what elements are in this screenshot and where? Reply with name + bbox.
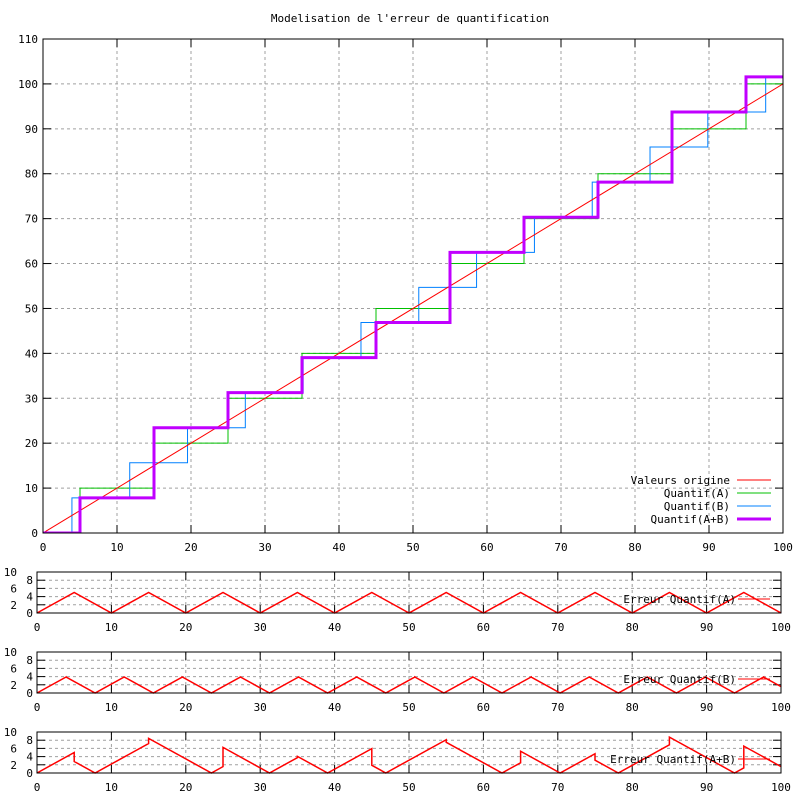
x-tick-label: 50: [402, 701, 415, 714]
plot-border: [36, 651, 782, 694]
y-tick-label: 8: [26, 574, 33, 587]
y-tick-label: 10: [4, 646, 17, 659]
series-quantif-a-b-: [43, 75, 783, 533]
legend-label: Erreur Quantif(A+B): [610, 753, 736, 766]
x-tick-label: 90: [700, 621, 713, 634]
x-tick-label: 90: [702, 541, 715, 554]
y-tick-label: 0: [31, 527, 38, 540]
x-tick-label: 70: [551, 781, 564, 794]
x-tick-label: 100: [771, 781, 791, 794]
y-tick-label: 10: [4, 566, 17, 579]
x-tick-label: 30: [254, 621, 267, 634]
x-tick-label: 70: [554, 541, 567, 554]
x-tick-label: 100: [773, 541, 793, 554]
x-tick-label: 50: [402, 621, 415, 634]
y-tick-label: 20: [25, 437, 38, 450]
x-tick-label: 0: [40, 541, 47, 554]
x-tick-label: 60: [477, 701, 490, 714]
x-tick-label: 0: [34, 781, 41, 794]
plot-border: [36, 571, 782, 614]
x-tick-label: 90: [700, 701, 713, 714]
x-tick-label: 100: [771, 701, 791, 714]
y-tick-label: 4: [26, 751, 33, 764]
y-tick-label: 60: [25, 258, 38, 271]
x-tick-label: 50: [402, 781, 415, 794]
legend-label: Quantif(A+B): [651, 513, 730, 526]
y-tick-label: 90: [25, 123, 38, 136]
x-tick-label: 40: [328, 781, 341, 794]
x-tick-label: 60: [477, 781, 490, 794]
x-tick-label: 80: [628, 541, 641, 554]
legend-label: Valeurs origine: [631, 474, 730, 487]
x-tick-label: 100: [771, 621, 791, 634]
legend-label: Erreur Quantif(B): [623, 673, 736, 686]
y-tick-label: 110: [18, 33, 38, 46]
x-tick-label: 60: [477, 621, 490, 634]
x-tick-label: 20: [179, 621, 192, 634]
x-tick-label: 20: [179, 701, 192, 714]
legend-label: Quantif(A): [664, 487, 730, 500]
x-tick-label: 80: [626, 781, 639, 794]
x-tick-label: 20: [179, 781, 192, 794]
series-valeurs-origine: [43, 83, 783, 533]
y-tick-label: 2: [10, 599, 17, 612]
y-tick-label: 2: [10, 759, 17, 772]
x-tick-label: 0: [34, 701, 41, 714]
x-tick-label: 70: [551, 621, 564, 634]
chart-title: Modelisation de l'erreur de quantificati…: [271, 12, 549, 25]
y-tick-label: 4: [26, 671, 33, 684]
x-tick-label: 20: [184, 541, 197, 554]
plot-border: [36, 731, 782, 774]
x-tick-label: 80: [626, 701, 639, 714]
x-tick-label: 80: [626, 621, 639, 634]
y-tick-label: 0: [26, 687, 33, 700]
y-tick-label: 8: [26, 654, 33, 667]
y-tick-label: 30: [25, 392, 38, 405]
x-tick-label: 30: [258, 541, 271, 554]
x-tick-label: 60: [480, 541, 493, 554]
x-tick-label: 0: [34, 621, 41, 634]
x-tick-label: 30: [254, 701, 267, 714]
y-tick-label: 4: [26, 591, 33, 604]
y-tick-label: 6: [10, 662, 17, 675]
x-tick-label: 10: [105, 701, 118, 714]
x-tick-label: 30: [254, 781, 267, 794]
y-tick-label: 10: [4, 726, 17, 739]
legend-label: Quantif(B): [664, 500, 730, 513]
x-tick-label: 70: [551, 701, 564, 714]
y-tick-label: 100: [18, 78, 38, 91]
y-tick-label: 8: [26, 734, 33, 747]
y-tick-label: 6: [10, 582, 17, 595]
y-tick-label: 0: [26, 607, 33, 620]
x-tick-label: 10: [105, 781, 118, 794]
y-tick-label: 80: [25, 168, 38, 181]
panel-0: 0 10 20 30 40 50 60 70 80 90 100 0 10 20 30 40 50 60 70 80 9…: [18, 33, 793, 554]
y-tick-label: 40: [25, 347, 38, 360]
x-tick-label: 50: [406, 541, 419, 554]
x-tick-label: 10: [110, 541, 123, 554]
plot-border: [42, 38, 784, 534]
y-tick-label: 2: [10, 679, 17, 692]
y-tick-label: 10: [25, 482, 38, 495]
y-tick-label: 70: [25, 213, 38, 226]
y-tick-label: 50: [25, 302, 38, 315]
legend-label: Erreur Quantif(A): [623, 593, 736, 606]
x-tick-label: 40: [332, 541, 345, 554]
x-tick-label: 40: [328, 621, 341, 634]
x-tick-label: 90: [700, 781, 713, 794]
y-tick-label: 6: [10, 742, 17, 755]
x-tick-label: 10: [105, 621, 118, 634]
x-tick-label: 40: [328, 701, 341, 714]
y-tick-label: 0: [26, 767, 33, 780]
